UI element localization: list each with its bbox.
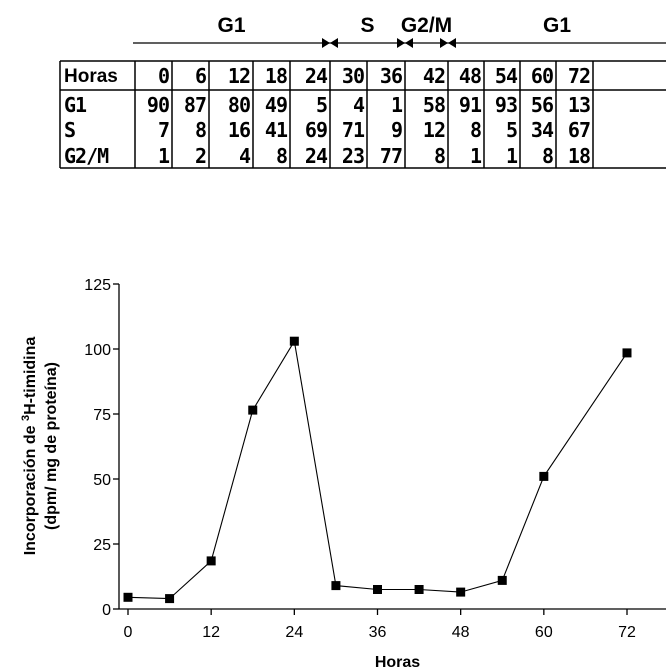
- table-cell: 5: [506, 118, 517, 142]
- table-header-label: Horas: [64, 66, 118, 87]
- x-tick-label: 36: [369, 624, 387, 641]
- data-point-marker: [165, 594, 175, 604]
- y-tick-label: 100: [84, 342, 111, 359]
- y-axis-title-line1: Incorporación de 3H-timidina: [20, 337, 39, 556]
- table-cell: 13: [568, 93, 590, 117]
- data-point-marker: [456, 587, 466, 597]
- table-cell: 8: [195, 118, 206, 142]
- data-point-marker: [248, 405, 258, 415]
- table-row-label: G1: [64, 93, 87, 117]
- data-point-marker: [206, 556, 216, 566]
- table-hour-cell: 42: [423, 64, 445, 88]
- table-hour-cell: 48: [459, 64, 481, 88]
- data-point-marker: [289, 336, 299, 346]
- table-cell: 1: [158, 144, 170, 168]
- table-cell: 41: [265, 118, 288, 142]
- table-cell: 16: [228, 118, 250, 142]
- data-point-marker: [123, 592, 133, 602]
- x-axis-title: Horas: [375, 654, 420, 671]
- thymidine-incorporation-chart: 0 25 50 75 100 125 0 12 24 36 48 60 72 Horas Incorpora…: [20, 277, 666, 671]
- table-cell: 69: [305, 118, 327, 142]
- phase-label: G1: [543, 14, 571, 37]
- table-cell: 1: [506, 144, 518, 168]
- x-tick-label: 24: [285, 624, 303, 641]
- cell-cycle-phase-bar: G1 S G2/M G1: [133, 14, 666, 48]
- table-cell: 2: [195, 144, 206, 168]
- data-point-marker: [414, 585, 424, 594]
- table-cell: 8: [276, 144, 287, 168]
- table-cell: 91: [459, 93, 482, 117]
- x-tick-label: 12: [202, 624, 220, 641]
- table-cell: 12: [423, 118, 445, 142]
- x-tick-label: 60: [535, 624, 553, 641]
- table-cell: 67: [568, 118, 590, 142]
- phase-label: S: [360, 14, 374, 37]
- table-cell: 1: [391, 93, 403, 117]
- y-tick-label: 50: [93, 472, 111, 489]
- table-cell: 58: [423, 93, 445, 117]
- table-hour-cell: 60: [531, 64, 553, 88]
- y-tick-label: 125: [84, 277, 111, 294]
- table-cell: 90: [147, 93, 169, 117]
- table-cell: 34: [531, 118, 554, 142]
- data-point-marker: [622, 348, 632, 358]
- phase-boundary-arrow: [322, 38, 338, 48]
- table-cell: 23: [342, 144, 364, 168]
- table-cell: 4: [239, 144, 251, 168]
- phase-label: G2/M: [401, 14, 452, 37]
- table-row-label: S: [64, 118, 75, 142]
- table-cell: 49: [265, 93, 287, 117]
- table-cell: 93: [495, 93, 517, 117]
- table-cell: 18: [568, 144, 590, 168]
- table-cell: 71: [342, 118, 365, 142]
- data-point-marker: [331, 581, 341, 591]
- table-hour-cell: 0: [158, 64, 169, 88]
- data-point-marker: [373, 585, 382, 594]
- table-cell: 4: [353, 93, 365, 117]
- x-tick-label: 48: [452, 624, 470, 641]
- table-hour-cell: 30: [342, 64, 364, 88]
- table-hour-cell: 12: [228, 64, 250, 88]
- data-point-marker: [497, 575, 507, 585]
- data-point-marker: [539, 471, 549, 481]
- table-cell: 8: [542, 144, 553, 168]
- table-cell: 5: [316, 93, 327, 117]
- table-cell: 7: [158, 118, 169, 142]
- table-row-label: G2/M: [64, 144, 109, 168]
- phase-boundary-arrow: [397, 38, 413, 48]
- table-hour-cell: 36: [380, 64, 402, 88]
- table-hour-cell: 54: [495, 64, 518, 88]
- table-cell: 80: [228, 93, 250, 117]
- x-tick-label: 0: [124, 624, 133, 641]
- y-tick-label: 0: [102, 602, 111, 619]
- series-line: [127, 339, 628, 600]
- table-cell: 1: [470, 144, 482, 168]
- y-axis-title-line2: (dpm/ mg de proteína): [43, 362, 60, 530]
- table-hour-cell: 72: [568, 64, 590, 88]
- phase-boundary-arrow: [440, 38, 456, 48]
- table-cell: 8: [470, 118, 481, 142]
- phase-label: G1: [217, 14, 245, 37]
- table-hour-cell: 18: [265, 64, 287, 88]
- table-cell: 8: [434, 144, 445, 168]
- table-cell: 9: [391, 118, 402, 142]
- table-hour-cell: 24: [305, 64, 328, 88]
- y-tick-label: 25: [93, 537, 111, 554]
- table-cell: 87: [184, 93, 206, 117]
- x-tick-label: 72: [618, 624, 636, 641]
- table-cell: 77: [380, 144, 402, 168]
- table-cell: 24: [305, 144, 328, 168]
- table-hour-cell: 6: [195, 64, 206, 88]
- y-tick-label: 75: [93, 407, 111, 424]
- table-cell: 56: [531, 93, 553, 117]
